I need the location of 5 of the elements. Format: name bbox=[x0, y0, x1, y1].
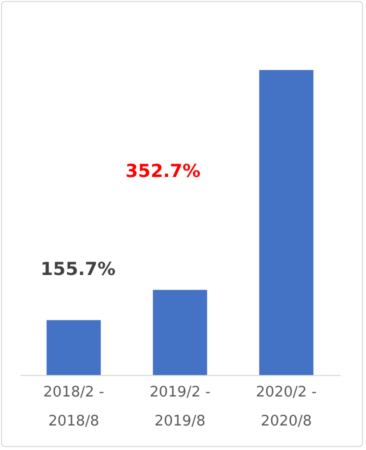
x-tick-label: 2020/2 - 2020/8 bbox=[256, 384, 317, 430]
x-tick-label: 2019/2 - 2019/8 bbox=[150, 384, 210, 430]
x-tick-label: 2018/2 - 2018/8 bbox=[43, 384, 104, 430]
annotation: 352.7% bbox=[126, 161, 200, 182]
annotation: 155.7% bbox=[40, 259, 116, 280]
